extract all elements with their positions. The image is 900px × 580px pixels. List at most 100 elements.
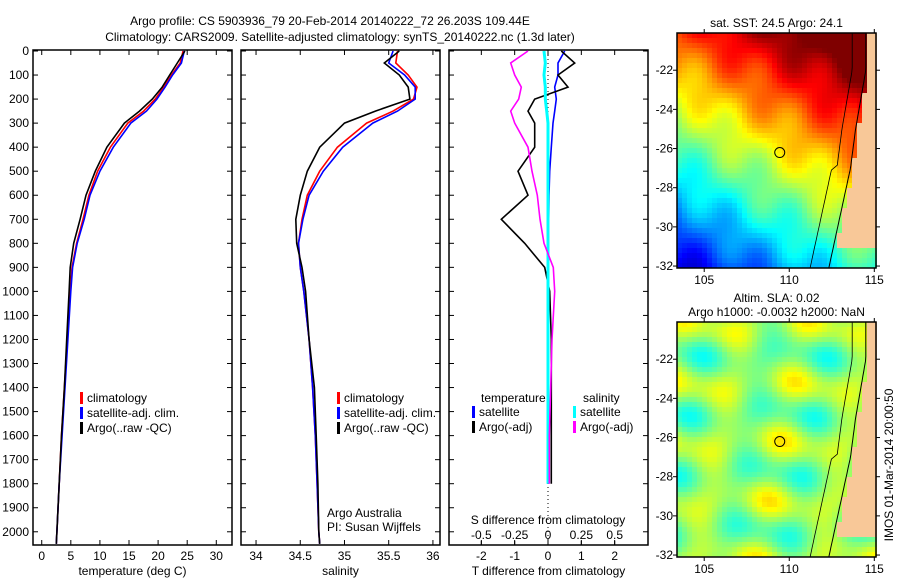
map-cell <box>727 88 732 93</box>
map-cell <box>757 497 762 502</box>
map-cell <box>777 467 782 472</box>
map-cell <box>822 547 827 552</box>
map-cell <box>717 203 722 208</box>
map-cell <box>852 53 857 58</box>
map-cell <box>862 68 867 73</box>
map-cell <box>712 228 717 233</box>
map-cell <box>677 372 682 377</box>
x-tick-label: 35 <box>338 549 352 563</box>
map-cell <box>852 347 857 352</box>
map-cell <box>722 63 727 68</box>
map-cell <box>712 113 717 118</box>
map-cell <box>732 367 737 372</box>
map-cell <box>692 253 697 258</box>
map-cell <box>857 432 862 437</box>
map-cell <box>677 377 682 382</box>
map-cell <box>737 38 742 43</box>
map-cell <box>792 233 797 238</box>
map-cell <box>817 327 822 332</box>
map-cell <box>852 33 857 38</box>
map-cell <box>737 103 742 108</box>
map-cell <box>817 372 822 377</box>
map-cell <box>797 457 802 462</box>
map-cell <box>837 258 842 263</box>
map-cell <box>752 118 757 123</box>
map-cell <box>737 203 742 208</box>
map-cell <box>757 143 762 148</box>
map-cell <box>822 248 827 253</box>
map-cell <box>712 138 717 143</box>
map-cell <box>702 412 707 417</box>
map-cell <box>822 347 827 352</box>
map-cell <box>747 83 752 88</box>
map-cell <box>782 442 787 447</box>
map-cell <box>862 58 867 63</box>
map-cell <box>837 188 842 193</box>
map-cell <box>722 183 727 188</box>
map-cell <box>842 422 847 427</box>
map-cell <box>842 248 847 253</box>
map-cell <box>842 552 847 557</box>
map-cell <box>872 442 877 447</box>
map-cell <box>717 53 722 58</box>
map-cell <box>717 497 722 502</box>
map-cell <box>687 123 692 128</box>
map-cell <box>712 168 717 173</box>
map-cell <box>692 128 697 133</box>
map-cell <box>752 362 757 367</box>
map-cell <box>732 128 737 133</box>
legend-title-salinity: salinity <box>583 391 620 405</box>
map-cell <box>747 183 752 188</box>
map-cell <box>807 502 812 507</box>
map-cell <box>867 98 872 103</box>
map-cell <box>822 447 827 452</box>
map-cell <box>742 158 747 163</box>
legend-label: satellite <box>580 405 621 419</box>
map-cell <box>827 73 832 78</box>
map-cell <box>722 377 727 382</box>
map-cell <box>742 552 747 557</box>
map-cell <box>752 412 757 417</box>
map-cell <box>697 412 702 417</box>
map-cell <box>717 417 722 422</box>
map-cell <box>772 108 777 113</box>
map-cell <box>702 387 707 392</box>
map-cell <box>787 482 792 487</box>
map-cell <box>762 527 767 532</box>
legend-label: Argo(-adj) <box>580 420 633 434</box>
map-cell <box>837 332 842 337</box>
map-cell <box>707 178 712 183</box>
map-cell <box>767 223 772 228</box>
map-cell <box>742 208 747 213</box>
map-cell <box>677 402 682 407</box>
map-cell <box>687 412 692 417</box>
map-cell <box>827 492 832 497</box>
map-cell <box>827 118 832 123</box>
map-cell <box>857 208 862 213</box>
map-cell <box>717 178 722 183</box>
side-timestamp-label: IMOS 01-Mar-2014 20:00:50 <box>882 388 896 541</box>
map-cell <box>797 427 802 432</box>
map-cell <box>677 327 682 332</box>
map-cell <box>807 387 812 392</box>
map-cell <box>872 327 877 332</box>
map-cell <box>857 188 862 193</box>
map-cell <box>727 467 732 472</box>
map-cell <box>837 138 842 143</box>
map-cell <box>697 532 702 537</box>
map-cell <box>727 372 732 377</box>
map-cell <box>702 118 707 123</box>
map-cell <box>772 457 777 462</box>
map-cell <box>817 88 822 93</box>
map-cell <box>867 93 872 98</box>
map-cell <box>732 148 737 153</box>
map-cell <box>832 133 837 138</box>
map-cell <box>742 163 747 168</box>
map-cell <box>827 337 832 342</box>
map-cell <box>847 542 852 547</box>
map-cell <box>867 188 872 193</box>
map-cell <box>792 193 797 198</box>
y-tick-label: 800 <box>9 236 29 250</box>
map-cell <box>727 133 732 138</box>
